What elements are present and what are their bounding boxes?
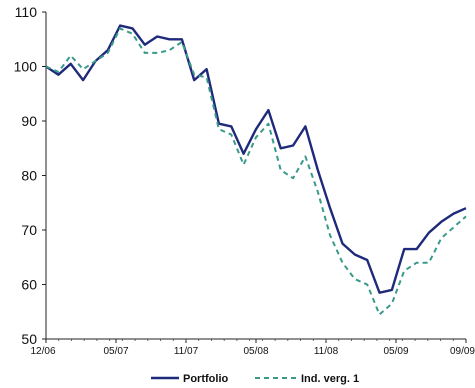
- x-tick-label: 11/08: [314, 346, 339, 357]
- y-tick-label: 50: [21, 331, 37, 347]
- series-lines: [45, 24, 467, 316]
- y-axis-ticks: 50 60 70 80 90 100 110: [14, 4, 46, 347]
- legend: Portfolio Ind. verg. 1: [151, 373, 359, 385]
- legend-label-2: Ind. verg. 1: [301, 373, 359, 385]
- y-tick-label: 110: [15, 4, 38, 20]
- y-tick-label: 80: [21, 168, 37, 184]
- x-tick-label: 11/07: [174, 346, 199, 357]
- series-line-portfolio: [45, 24, 467, 294]
- x-tick-label: 12/06: [30, 346, 55, 357]
- x-tick-label: 05/09: [383, 346, 408, 357]
- y-tick-label: 60: [21, 277, 37, 293]
- x-tick-label: 05/08: [243, 346, 268, 357]
- series-line-ind-verg-1: [45, 27, 467, 316]
- y-tick-label: 70: [21, 222, 37, 238]
- y-tick-label: 100: [14, 59, 38, 75]
- x-tick-label: 09/09: [450, 346, 475, 357]
- legend-label-1: Portfolio: [183, 373, 228, 385]
- y-tick-label: 90: [21, 113, 37, 129]
- axes: [45, 12, 466, 340]
- x-axis-ticks: 12/06 05/07 11/07 05/08 11/08 05/09 09/09: [30, 339, 475, 357]
- x-tick-label: 05/07: [103, 346, 128, 357]
